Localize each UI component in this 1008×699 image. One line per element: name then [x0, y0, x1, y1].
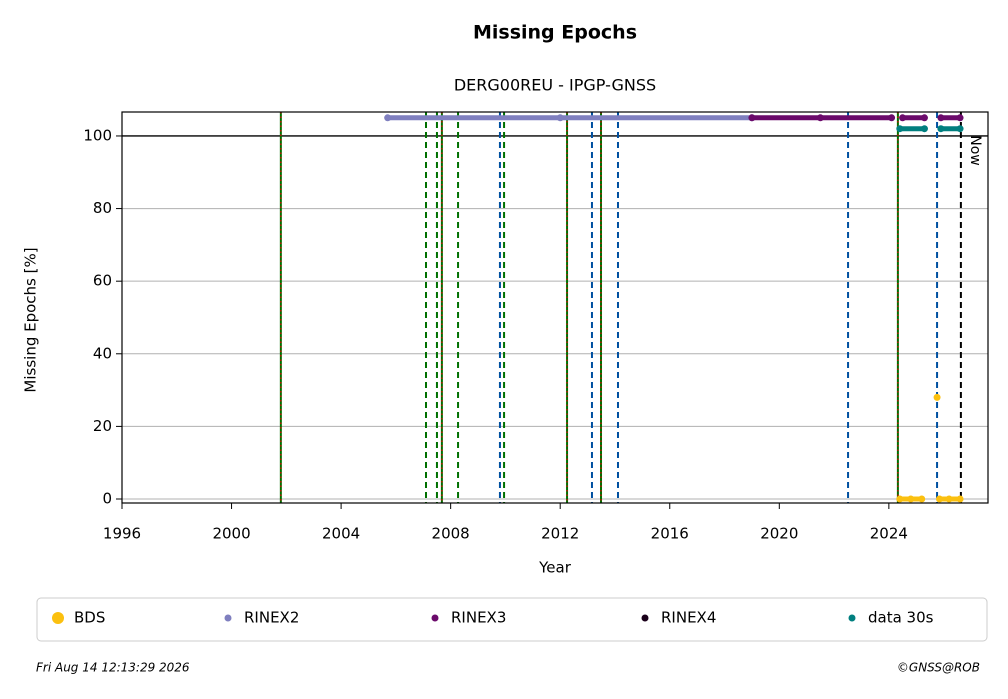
data-point: [384, 114, 392, 122]
x-tick-label: 2008: [432, 525, 470, 543]
data-point: [956, 114, 964, 122]
data-point: [936, 495, 944, 503]
data-point: [896, 495, 904, 503]
data-point: [937, 125, 945, 133]
legend-label: RINEX4: [661, 609, 716, 627]
data-point: [920, 114, 928, 122]
x-tick-label: 2004: [322, 525, 360, 543]
data-point: [907, 495, 915, 503]
y-tick-label: 100: [83, 126, 112, 144]
legend-marker: [52, 612, 64, 624]
x-tick-label: 2000: [212, 525, 250, 543]
data-point: [956, 125, 964, 133]
data-point: [816, 114, 824, 122]
chart-subtitle: DERG00REU - IPGP-GNSS: [454, 76, 656, 95]
legend-label: RINEX2: [244, 609, 299, 627]
y-tick-label: 20: [93, 417, 112, 435]
y-tick-label: 80: [93, 199, 112, 217]
legend-marker: [848, 614, 856, 622]
y-tick-label: 0: [102, 490, 112, 508]
now-label: Now: [967, 135, 983, 166]
legend-marker: [641, 614, 649, 622]
legend-marker: [224, 614, 232, 622]
credit: ©GNSS@ROB: [897, 661, 980, 675]
legend-box: [36, 597, 988, 642]
x-tick-label: 2012: [541, 525, 579, 543]
chart-title: Missing Epochs: [473, 22, 637, 44]
legend-marker: [431, 614, 439, 622]
timestamp: Fri Aug 14 12:13:29 2026: [36, 661, 190, 675]
data-point: [918, 495, 926, 503]
x-axis-label: Year: [538, 559, 572, 577]
data-point: [556, 114, 564, 122]
data-point: [933, 393, 941, 401]
plot-frame: [121, 111, 989, 504]
data-point: [945, 495, 953, 503]
legend-label: RINEX3: [451, 609, 506, 627]
y-tick-label: 40: [93, 344, 112, 362]
legend-label: BDS: [74, 609, 105, 627]
x-tick-label: 2016: [651, 525, 689, 543]
x-tick-label: 2020: [760, 525, 798, 543]
data-point: [748, 114, 756, 122]
data-point: [937, 114, 945, 122]
x-tick-label: 2024: [870, 525, 908, 543]
x-tick-label: 1996: [103, 525, 141, 543]
y-axis-label: Missing Epochs [%]: [22, 247, 40, 392]
data-point: [920, 125, 928, 133]
data-point: [956, 495, 964, 503]
y-tick-label: 60: [93, 272, 112, 290]
legend-label: data 30s: [868, 609, 934, 627]
data-point: [896, 125, 904, 133]
data-point: [899, 114, 907, 122]
data-point: [888, 114, 896, 122]
